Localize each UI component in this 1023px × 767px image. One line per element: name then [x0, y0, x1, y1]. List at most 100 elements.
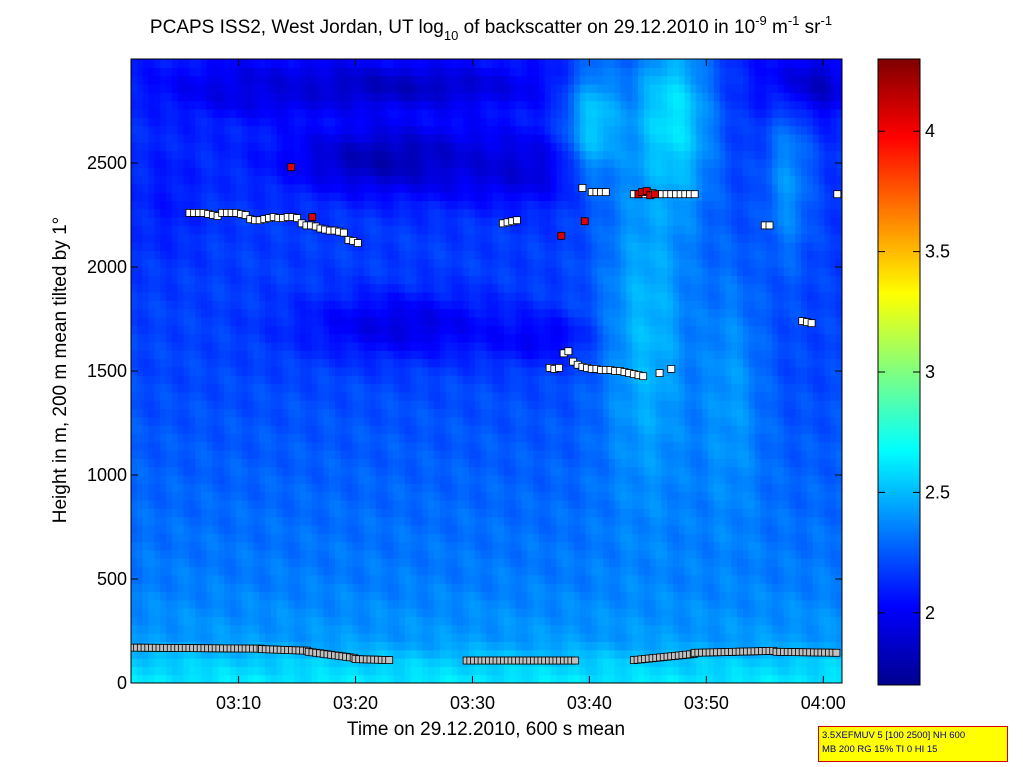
heatmap-cell	[142, 583, 150, 593]
heatmap-cell	[131, 499, 138, 509]
heatmap-cell	[439, 441, 447, 451]
heatmap-cell	[428, 524, 435, 534]
heatmap-cell	[200, 624, 208, 634]
heatmap-cell	[498, 441, 505, 451]
heatmap-cell	[352, 475, 359, 484]
heatmap-cell	[142, 366, 150, 376]
heatmap-cell	[422, 458, 429, 468]
heatmap-cell	[352, 450, 359, 459]
heatmap-cell	[387, 674, 394, 683]
heatmap-cell	[369, 75, 377, 85]
heatmap-cell	[206, 458, 214, 468]
heatmap-cell	[399, 208, 406, 218]
heatmap-cell	[288, 466, 295, 476]
heatmap-cell	[165, 341, 173, 351]
heatmap-cell	[189, 425, 196, 434]
heatmap-cell	[399, 574, 406, 584]
heatmap-cell	[410, 658, 418, 667]
heatmap-cell	[364, 208, 371, 218]
heatmap-cell	[131, 192, 138, 202]
heatmap-cell	[247, 267, 254, 276]
heatmap-cell	[445, 499, 453, 509]
heatmap-cell	[329, 333, 336, 343]
heatmap-cell	[387, 250, 394, 260]
heatmap-cell	[492, 591, 499, 601]
heatmap-cell	[189, 316, 196, 326]
heatmap-cell	[346, 475, 354, 484]
heatmap-cell	[364, 133, 371, 143]
heatmap-cell	[463, 483, 470, 493]
heatmap-cell	[381, 308, 389, 318]
heatmap-cell	[171, 341, 179, 351]
heatmap-cell	[340, 117, 348, 127]
heatmap-cell	[375, 133, 383, 143]
heatmap-cell	[439, 275, 447, 285]
heatmap-cell	[323, 142, 330, 152]
heatmap-cell	[224, 408, 231, 418]
heatmap-cell	[498, 591, 505, 601]
heatmap-cell	[200, 466, 208, 476]
heatmap-cell	[200, 158, 208, 168]
heatmap-cell	[457, 350, 464, 360]
heatmap-cell	[131, 616, 138, 626]
heatmap-cell	[469, 75, 476, 85]
heatmap-cell	[189, 541, 196, 551]
heatmap-cell	[346, 267, 354, 276]
heatmap-cell	[305, 475, 313, 484]
heatmap-cell	[369, 291, 377, 301]
heatmap-cell	[218, 125, 225, 135]
heatmap-cell	[282, 67, 289, 77]
heatmap-cell	[212, 100, 220, 110]
heatmap-cell	[200, 658, 208, 667]
heatmap-cell	[369, 117, 377, 127]
heatmap-cell	[369, 533, 377, 543]
heatmap-cell	[241, 608, 249, 618]
heatmap-cell	[189, 158, 196, 168]
heatmap-cell	[329, 283, 336, 293]
heatmap-cell	[241, 217, 249, 226]
heatmap-cell	[288, 450, 295, 459]
heatmap-cell	[329, 616, 336, 626]
heatmap-cell	[195, 458, 202, 468]
heatmap-cell	[195, 325, 202, 335]
heatmap-cell	[486, 483, 493, 493]
heatmap-cell	[486, 92, 493, 102]
heatmap-cell	[474, 524, 482, 534]
heatmap-cell	[375, 408, 383, 418]
heatmap-cell	[364, 275, 371, 285]
heatmap-cell	[206, 83, 214, 93]
heatmap-cell	[253, 583, 260, 593]
heatmap-cell	[148, 117, 155, 127]
heatmap-cell	[311, 608, 319, 618]
heatmap-cell	[183, 591, 190, 601]
heatmap-cell	[136, 524, 144, 534]
heatmap-cell	[305, 192, 313, 202]
heatmap-cell	[165, 258, 173, 268]
heatmap-cell	[142, 608, 150, 618]
heatmap-cell	[276, 633, 284, 642]
heatmap-cell	[300, 158, 307, 168]
heatmap-cell	[503, 267, 511, 276]
heatmap-cell	[416, 175, 423, 185]
heatmap-cell	[381, 142, 389, 152]
heatmap-cell	[230, 649, 237, 659]
heatmap-cell	[305, 533, 313, 543]
heatmap-cell	[352, 499, 359, 509]
heatmap-cell	[445, 92, 453, 102]
heatmap-cell	[311, 250, 319, 260]
heatmap-cell	[230, 291, 237, 301]
heatmap-cell	[404, 175, 412, 185]
heatmap-cell	[311, 150, 319, 160]
heatmap-cell	[393, 83, 400, 93]
heatmap-cell	[346, 325, 354, 335]
heatmap-cell	[282, 375, 289, 385]
heatmap-cell	[410, 192, 418, 202]
heatmap-cell	[352, 624, 359, 634]
heatmap-cell	[195, 583, 202, 593]
heatmap-cell	[492, 400, 499, 410]
heatmap-cell	[503, 400, 511, 410]
heatmap-cell	[189, 666, 196, 676]
heatmap-cell	[346, 59, 354, 68]
heatmap-cell	[265, 100, 272, 110]
heatmap-cell	[282, 466, 289, 476]
